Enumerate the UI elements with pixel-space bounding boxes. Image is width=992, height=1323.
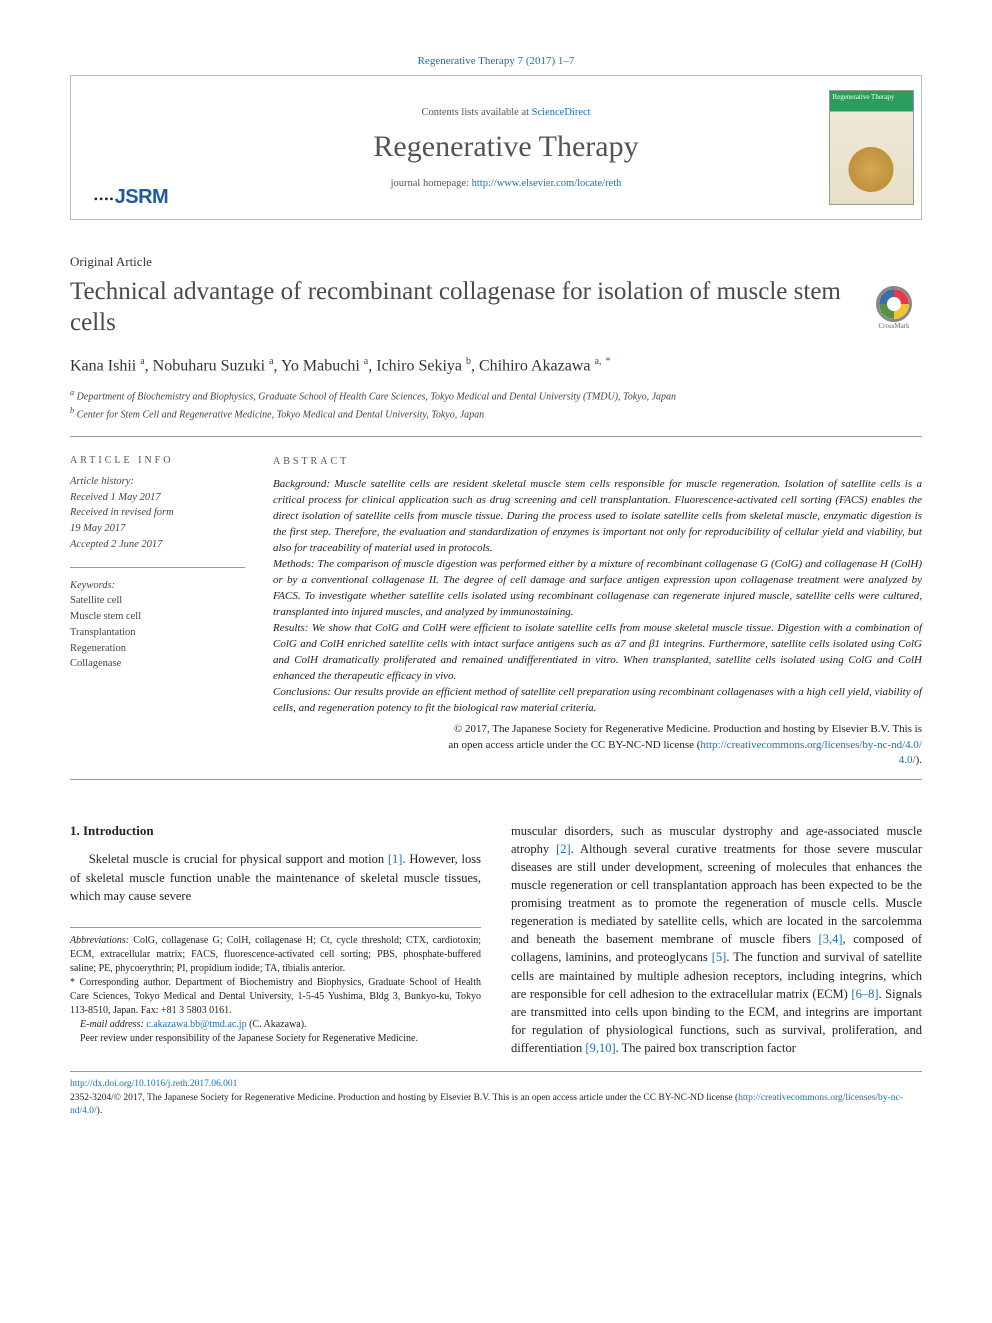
journal-cover-cell: Regenerative Therapy — [821, 76, 921, 219]
history-label: Article history: — [70, 474, 245, 490]
doi-link[interactable]: http://dx.doi.org/10.1016/j.reth.2017.06… — [70, 1079, 237, 1089]
ref-link[interactable]: [6–8] — [851, 987, 878, 1001]
issn-line: 2352-3204/© 2017, The Japanese Society f… — [70, 1093, 738, 1103]
abstract-conclusions: Conclusions: Our results provide an effi… — [273, 685, 922, 717]
history-revised-date: 19 May 2017 — [70, 521, 245, 537]
contents-lists-line: Contents lists available at ScienceDirec… — [201, 107, 811, 118]
copyright-text-1: © 2017, The Japanese Society for Regener… — [454, 723, 922, 735]
abstract-copyright: © 2017, The Japanese Society for Regener… — [273, 722, 922, 768]
abstract-heading: abstract — [273, 455, 922, 470]
article-history: Article history: Received 1 May 2017 Rec… — [70, 474, 245, 553]
affiliations: a Department of Biochemistry and Biophys… — [70, 387, 922, 422]
email-label: E-mail address: — [80, 1019, 144, 1030]
abstract-results: Results: We show that ColG and ColH were… — [273, 621, 922, 685]
sciencedirect-link[interactable]: ScienceDirect — [532, 107, 591, 118]
citation-line: Regenerative Therapy 7 (2017) 1–7 — [70, 55, 922, 67]
abbrev-text: ColG, collagenase G; ColH, collagenase H… — [70, 935, 481, 974]
keywords-label: Keywords: — [70, 580, 115, 591]
keyword: Transplantation — [70, 625, 245, 641]
crossmark-label: CrossMark — [878, 322, 909, 330]
section-heading: 1. Introduction — [70, 822, 481, 841]
author-list: Kana Ishii a, Nobuharu Suzuki a, Yo Mabu… — [70, 355, 922, 378]
keyword: Regeneration — [70, 641, 245, 657]
article-info-heading: article info — [70, 455, 245, 466]
abstract-background: Background: Muscle satellite cells are r… — [273, 477, 922, 557]
history-received: Received 1 May 2017 — [70, 490, 245, 506]
history-revised-label: Received in revised form — [70, 505, 245, 521]
crossmark-icon — [876, 286, 912, 322]
ref-link[interactable]: [1] — [388, 852, 403, 866]
article-type: Original Article — [70, 254, 922, 270]
keyword: Satellite cell — [70, 593, 245, 609]
keyword: Muscle stem cell — [70, 609, 245, 625]
logo-dots: •••• — [94, 192, 115, 206]
society-logo-cell: ••••JSRM — [71, 76, 191, 219]
peer-review-note: Peer review under responsibility of the … — [70, 1032, 481, 1046]
divider — [70, 779, 922, 780]
divider — [70, 567, 245, 568]
history-accepted: Accepted 2 June 2017 — [70, 537, 245, 553]
body-paragraph: Skeletal muscle is crucial for physical … — [70, 850, 481, 904]
license-link[interactable]: http://creativecommons.org/licenses/by-n… — [700, 739, 922, 766]
journal-name: Regenerative Therapy — [201, 130, 811, 164]
cover-label: Regenerative Therapy — [833, 93, 895, 101]
journal-homepage-link[interactable]: http://www.elsevier.com/locate/reth — [472, 178, 622, 189]
bottom-close: ). — [97, 1106, 103, 1116]
crossmark-badge[interactable]: CrossMark — [866, 280, 922, 336]
jsrm-logo: JSRM — [115, 186, 169, 208]
keyword: Collagenase — [70, 656, 245, 672]
copyright-text-2: an open access article under the CC BY-N… — [448, 739, 700, 751]
email-person: (C. Akazawa). — [247, 1019, 307, 1030]
abstract-column: abstract Background: Muscle satellite ce… — [273, 455, 922, 769]
ref-link[interactable]: [2] — [556, 842, 571, 856]
keywords-block: Keywords: Satellite cell Muscle stem cel… — [70, 578, 245, 673]
abstract-methods: Methods: The comparison of muscle digest… — [273, 557, 922, 621]
footnote-block: Abbreviations: ColG, collagenase G; ColH… — [70, 927, 481, 1046]
ref-link[interactable]: [5] — [712, 950, 727, 964]
article-info-column: article info Article history: Received 1… — [70, 455, 245, 769]
body-paragraph: muscular disorders, such as muscular dys… — [511, 822, 922, 1058]
homepage-prefix: journal homepage: — [391, 178, 472, 189]
ref-link[interactable]: [3,4] — [819, 932, 843, 946]
contents-prefix: Contents lists available at — [421, 107, 531, 118]
bottom-strip: http://dx.doi.org/10.1016/j.reth.2017.06… — [70, 1071, 922, 1118]
corresponding-author-text: Corresponding author. Department of Bioc… — [70, 977, 481, 1016]
abbrev-label: Abbreviations: — [70, 935, 129, 946]
journal-header-box: ••••JSRM Contents lists available at Sci… — [70, 75, 922, 220]
copyright-close: ). — [916, 754, 922, 766]
journal-cover-thumbnail: Regenerative Therapy — [829, 90, 914, 205]
email-link[interactable]: c.akazawa.bb@tmd.ac.jp — [146, 1019, 246, 1030]
journal-homepage-line: journal homepage: http://www.elsevier.co… — [201, 178, 811, 189]
article-title: Technical advantage of recombinant colla… — [70, 276, 846, 339]
article-body: 1. Introduction Skeletal muscle is cruci… — [70, 822, 922, 1058]
divider — [70, 436, 922, 437]
ref-link[interactable]: [9,10] — [585, 1041, 615, 1055]
